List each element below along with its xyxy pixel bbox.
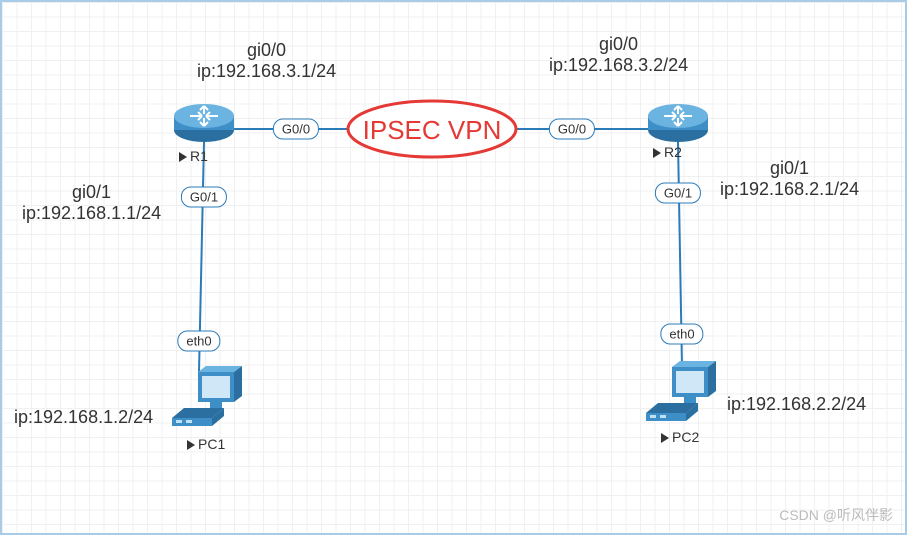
router-r1-label: R1 xyxy=(179,148,208,164)
ipsec-text: IPSEC VPN xyxy=(363,115,502,145)
label-line2: ip:192.168.2.1/24 xyxy=(720,179,859,199)
label-line1: gi0/1 xyxy=(770,158,809,178)
label-r2-gi01: gi0/1 ip:192.168.2.1/24 xyxy=(720,158,859,199)
pc2-icon xyxy=(646,361,716,421)
iface-pc1-eth0: eth0 xyxy=(177,331,220,352)
label-line2: ip:192.168.3.2/24 xyxy=(549,55,688,75)
pc1-icon xyxy=(172,366,242,426)
topology-svg: IPSEC VPN xyxy=(2,2,907,535)
diagram-canvas: IPSEC VPN xyxy=(0,0,907,535)
iface-r2-g01: G0/1 xyxy=(655,183,701,204)
label-pc1-ip: ip:192.168.1.2/24 xyxy=(14,407,153,428)
router-r2-label: R2 xyxy=(653,144,682,160)
pc1-label: PC1 xyxy=(187,436,225,452)
router-r1-icon xyxy=(174,104,234,142)
iface-r1-g00: G0/0 xyxy=(273,119,319,140)
label-line1: gi0/0 xyxy=(599,34,638,54)
iface-pc2-eth0: eth0 xyxy=(660,324,703,345)
label-pc2-ip: ip:192.168.2.2/24 xyxy=(727,394,866,415)
label-line2: ip:192.168.1.1/24 xyxy=(22,203,161,223)
label-line1: gi0/1 xyxy=(72,182,111,202)
label-r1-gi00: gi0/0 ip:192.168.3.1/24 xyxy=(197,40,336,81)
label-line1: gi0/0 xyxy=(247,40,286,60)
pc2-label: PC2 xyxy=(661,429,699,445)
links xyxy=(199,129,682,372)
label-r1-gi01: gi0/1 ip:192.168.1.1/24 xyxy=(22,182,161,223)
watermark: CSDN @听风伴影 xyxy=(779,505,893,525)
label-r2-gi00: gi0/0 ip:192.168.3.2/24 xyxy=(549,34,688,75)
ipsec-vpn-label: IPSEC VPN xyxy=(348,101,516,157)
iface-r2-g00: G0/0 xyxy=(549,119,595,140)
label-line2: ip:192.168.3.1/24 xyxy=(197,61,336,81)
router-r2-icon xyxy=(648,104,708,142)
iface-r1-g01: G0/1 xyxy=(181,187,227,208)
